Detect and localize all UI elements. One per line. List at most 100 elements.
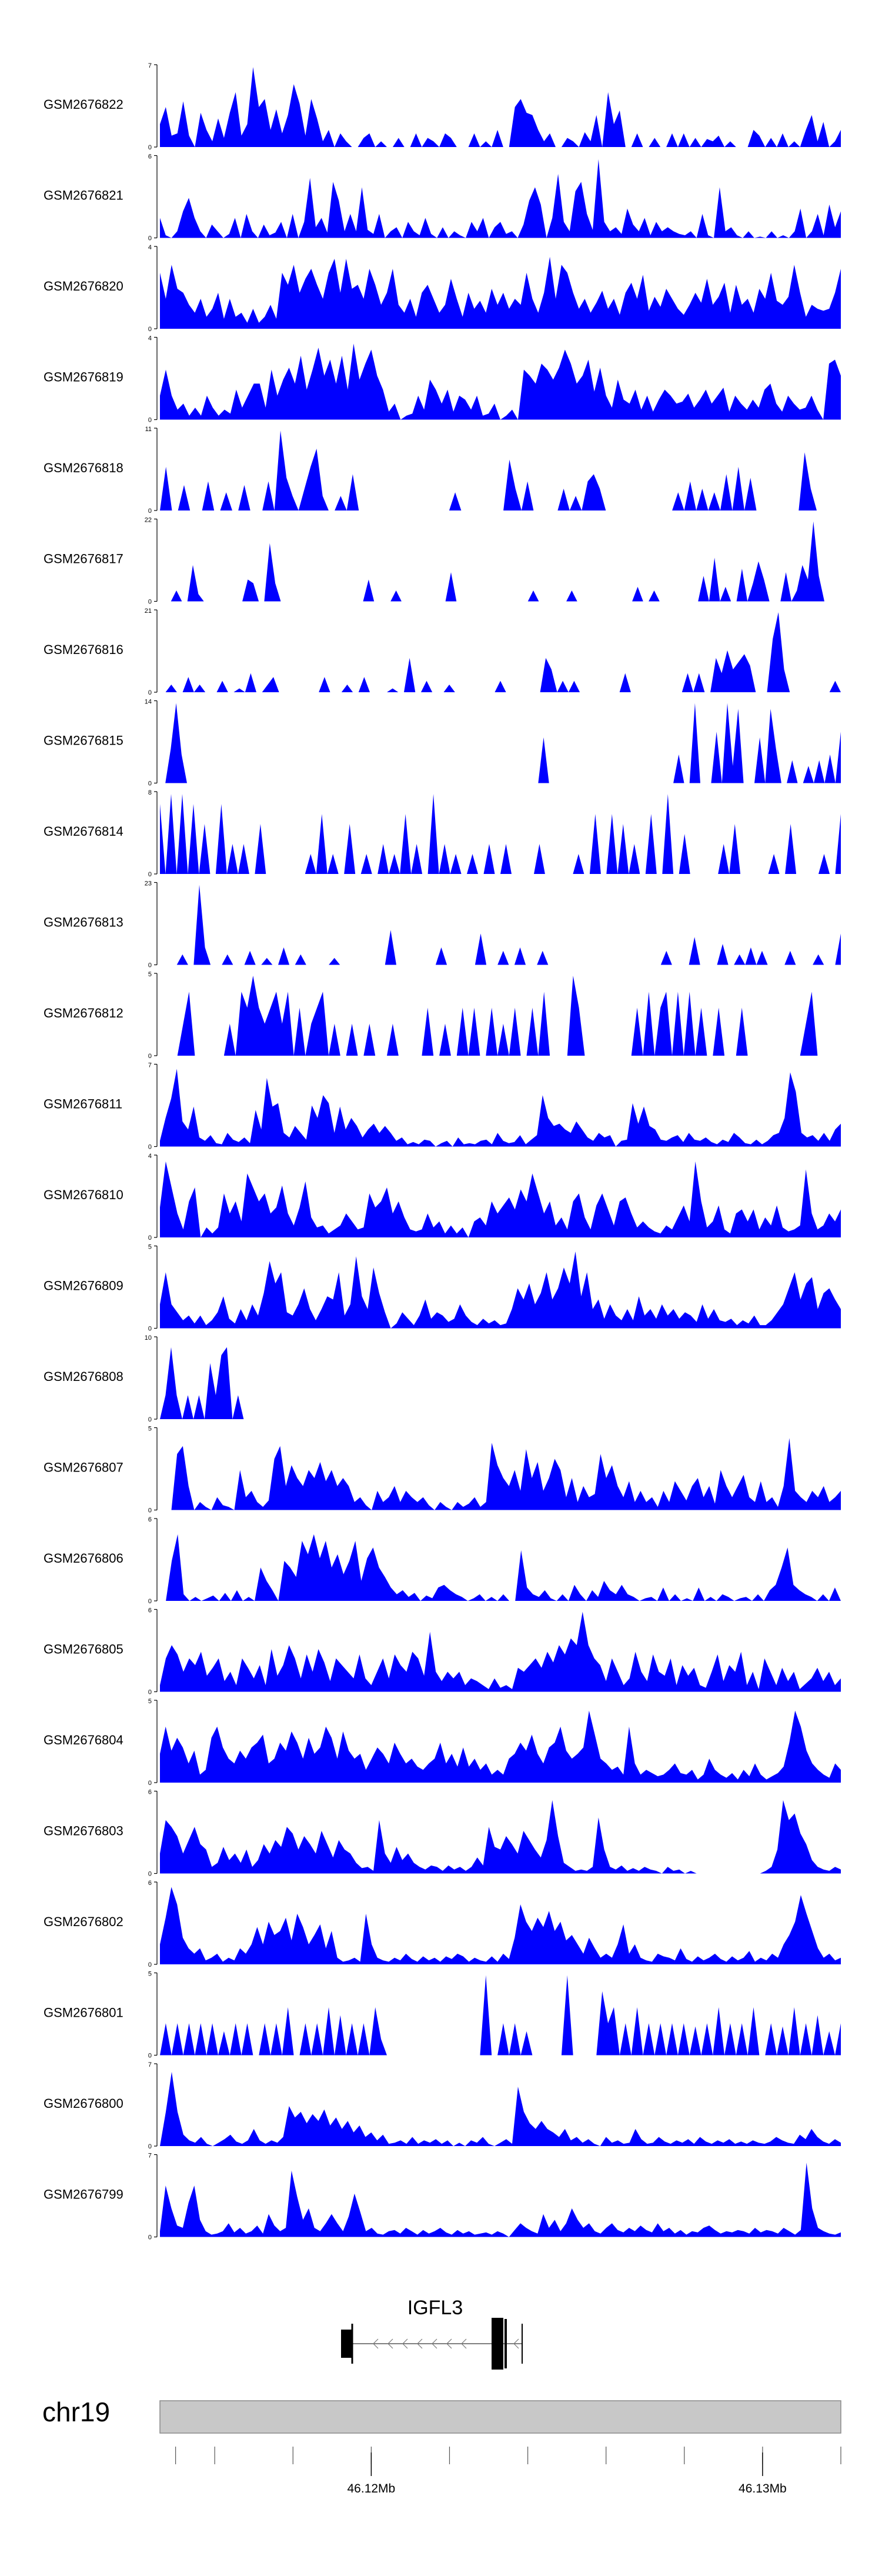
y-axis-min-label: 0 xyxy=(148,1598,152,1605)
y-axis-max-label: 6 xyxy=(148,1789,152,1796)
y-axis-max-label: 7 xyxy=(148,62,152,69)
y-axis-max-label: 5 xyxy=(148,1698,152,1705)
coverage-area xyxy=(160,2071,841,2146)
y-axis-max-label: 23 xyxy=(145,880,152,887)
y-axis-max-label: 6 xyxy=(148,1516,152,1523)
coverage-area xyxy=(160,1887,841,1964)
coverage-track: GSM2676800 7 0 xyxy=(44,2061,841,2150)
y-axis-max-label: 5 xyxy=(148,1971,152,1978)
coverage-track: GSM2676813 23 0 xyxy=(44,880,841,969)
coverage-track: GSM2676814 8 0 xyxy=(44,789,841,878)
coverage-area xyxy=(160,67,841,147)
y-axis-min-label: 0 xyxy=(148,326,152,333)
strand-arrow-icon xyxy=(461,2338,467,2349)
track-label: GSM2676817 xyxy=(44,552,123,566)
track-label: GSM2676808 xyxy=(44,1369,123,1384)
track-label: GSM2676802 xyxy=(44,1914,123,1929)
y-axis-max-label: 8 xyxy=(148,789,152,796)
y-axis-min-label: 0 xyxy=(148,871,152,878)
coverage-track: GSM2676802 6 0 xyxy=(44,1880,841,1968)
y-axis-max-label: 21 xyxy=(145,608,152,615)
strand-arrow-icon xyxy=(513,2338,519,2349)
y-axis-min-label: 0 xyxy=(148,417,152,424)
coverage-area xyxy=(160,976,841,1056)
y-axis-max-label: 5 xyxy=(148,971,152,978)
strand-arrow-icon xyxy=(417,2338,423,2349)
coverage-area xyxy=(160,794,841,874)
coverage-track: GSM2676818 11 0 xyxy=(44,426,841,515)
y-axis-max-label: 6 xyxy=(148,1880,152,1887)
coverage-track: GSM2676815 14 0 xyxy=(44,699,841,788)
coverage-track: GSM2676820 4 0 xyxy=(44,244,841,333)
coverage-area xyxy=(160,2163,841,2237)
coverage-track: GSM2676811 7 0 xyxy=(44,1062,841,1151)
track-label: GSM2676800 xyxy=(44,2096,123,2111)
y-axis-max-label: 5 xyxy=(148,1426,152,1433)
y-axis-min-label: 0 xyxy=(148,235,152,242)
coverage-track: GSM2676807 5 0 xyxy=(44,1426,841,1514)
y-axis-max-label: 4 xyxy=(148,244,152,251)
y-axis-max-label: 7 xyxy=(148,2061,152,2068)
y-axis-max-label: 4 xyxy=(148,335,152,342)
coverage-track: GSM2676810 4 0 xyxy=(44,1153,841,1242)
y-axis-min-label: 0 xyxy=(148,2053,152,2060)
coverage-area xyxy=(160,1710,841,1783)
track-label: GSM2676803 xyxy=(44,1824,123,1838)
coverage-track: GSM2676804 5 0 xyxy=(44,1698,841,1787)
track-label: GSM2676801 xyxy=(44,2006,123,2020)
y-axis-max-label: 10 xyxy=(145,1334,152,1342)
coverage-track: GSM2676812 5 0 xyxy=(44,971,841,1060)
track-label: GSM2676816 xyxy=(44,642,123,657)
coverage-track: GSM2676808 10 0 xyxy=(44,1334,841,1423)
track-label: GSM2676813 xyxy=(44,915,123,930)
coverage-area xyxy=(160,1347,841,1419)
track-label: GSM2676810 xyxy=(44,1187,123,1202)
coverage-area xyxy=(160,885,841,965)
coverage-track: GSM2676806 6 0 xyxy=(44,1516,841,1605)
track-label: GSM2676822 xyxy=(44,97,123,112)
coverage-area xyxy=(160,1800,841,1874)
coverage-area xyxy=(160,1069,841,1147)
chromosome-label: chr19 xyxy=(42,2397,110,2427)
y-axis-min-label: 0 xyxy=(148,1871,152,1878)
coverage-area xyxy=(160,343,841,420)
gene-exon xyxy=(492,2318,503,2370)
gene-label: IGFL3 xyxy=(407,2297,463,2319)
y-axis-min-label: 0 xyxy=(148,2234,152,2241)
y-axis-min-label: 0 xyxy=(148,780,152,788)
coverage-area xyxy=(160,1251,841,1329)
y-axis-max-label: 4 xyxy=(148,1153,152,1160)
strand-arrow-icon xyxy=(432,2338,437,2349)
track-label: GSM2676811 xyxy=(44,1097,122,1112)
genome-axis: chr19 46.12Mb 46.13Mb xyxy=(42,2397,841,2495)
y-axis-min-label: 0 xyxy=(148,144,152,151)
strand-arrow-icon xyxy=(373,2338,379,2349)
coverage-track: GSM2676799 7 0 xyxy=(44,2153,841,2241)
strand-arrow-icon xyxy=(402,2338,408,2349)
y-axis-min-label: 0 xyxy=(148,508,152,515)
gene-exon xyxy=(341,2330,352,2358)
y-axis-max-label: 14 xyxy=(145,699,152,706)
chromosome-ideogram xyxy=(159,2400,841,2434)
y-axis-min-label: 0 xyxy=(148,1780,152,1787)
coverage-area xyxy=(160,703,841,783)
coverage-track: GSM2676822 7 0 xyxy=(44,62,841,151)
coverage-area xyxy=(160,1975,841,2056)
y-axis-max-label: 6 xyxy=(148,154,152,161)
coverage-track: GSM2676819 4 0 xyxy=(44,335,841,424)
y-axis-min-label: 0 xyxy=(148,2143,152,2150)
y-axis-min-label: 0 xyxy=(148,1961,152,1968)
track-label: GSM2676812 xyxy=(44,1006,123,1020)
coverage-track: GSM2676821 6 0 xyxy=(44,154,841,242)
y-axis-min-label: 0 xyxy=(148,1416,152,1423)
track-label: GSM2676820 xyxy=(44,279,123,293)
y-axis-max-label: 7 xyxy=(148,2153,152,2160)
coverage-area xyxy=(160,1438,841,1510)
y-axis-max-label: 22 xyxy=(145,517,152,524)
coverage-area xyxy=(160,256,841,329)
track-label: GSM2676805 xyxy=(44,1642,123,1657)
track-label: GSM2676799 xyxy=(44,2187,123,2202)
coverage-tracks: GSM267682270GSM267682160GSM267682040GSM2… xyxy=(44,62,841,2241)
track-label: GSM2676818 xyxy=(44,461,123,475)
